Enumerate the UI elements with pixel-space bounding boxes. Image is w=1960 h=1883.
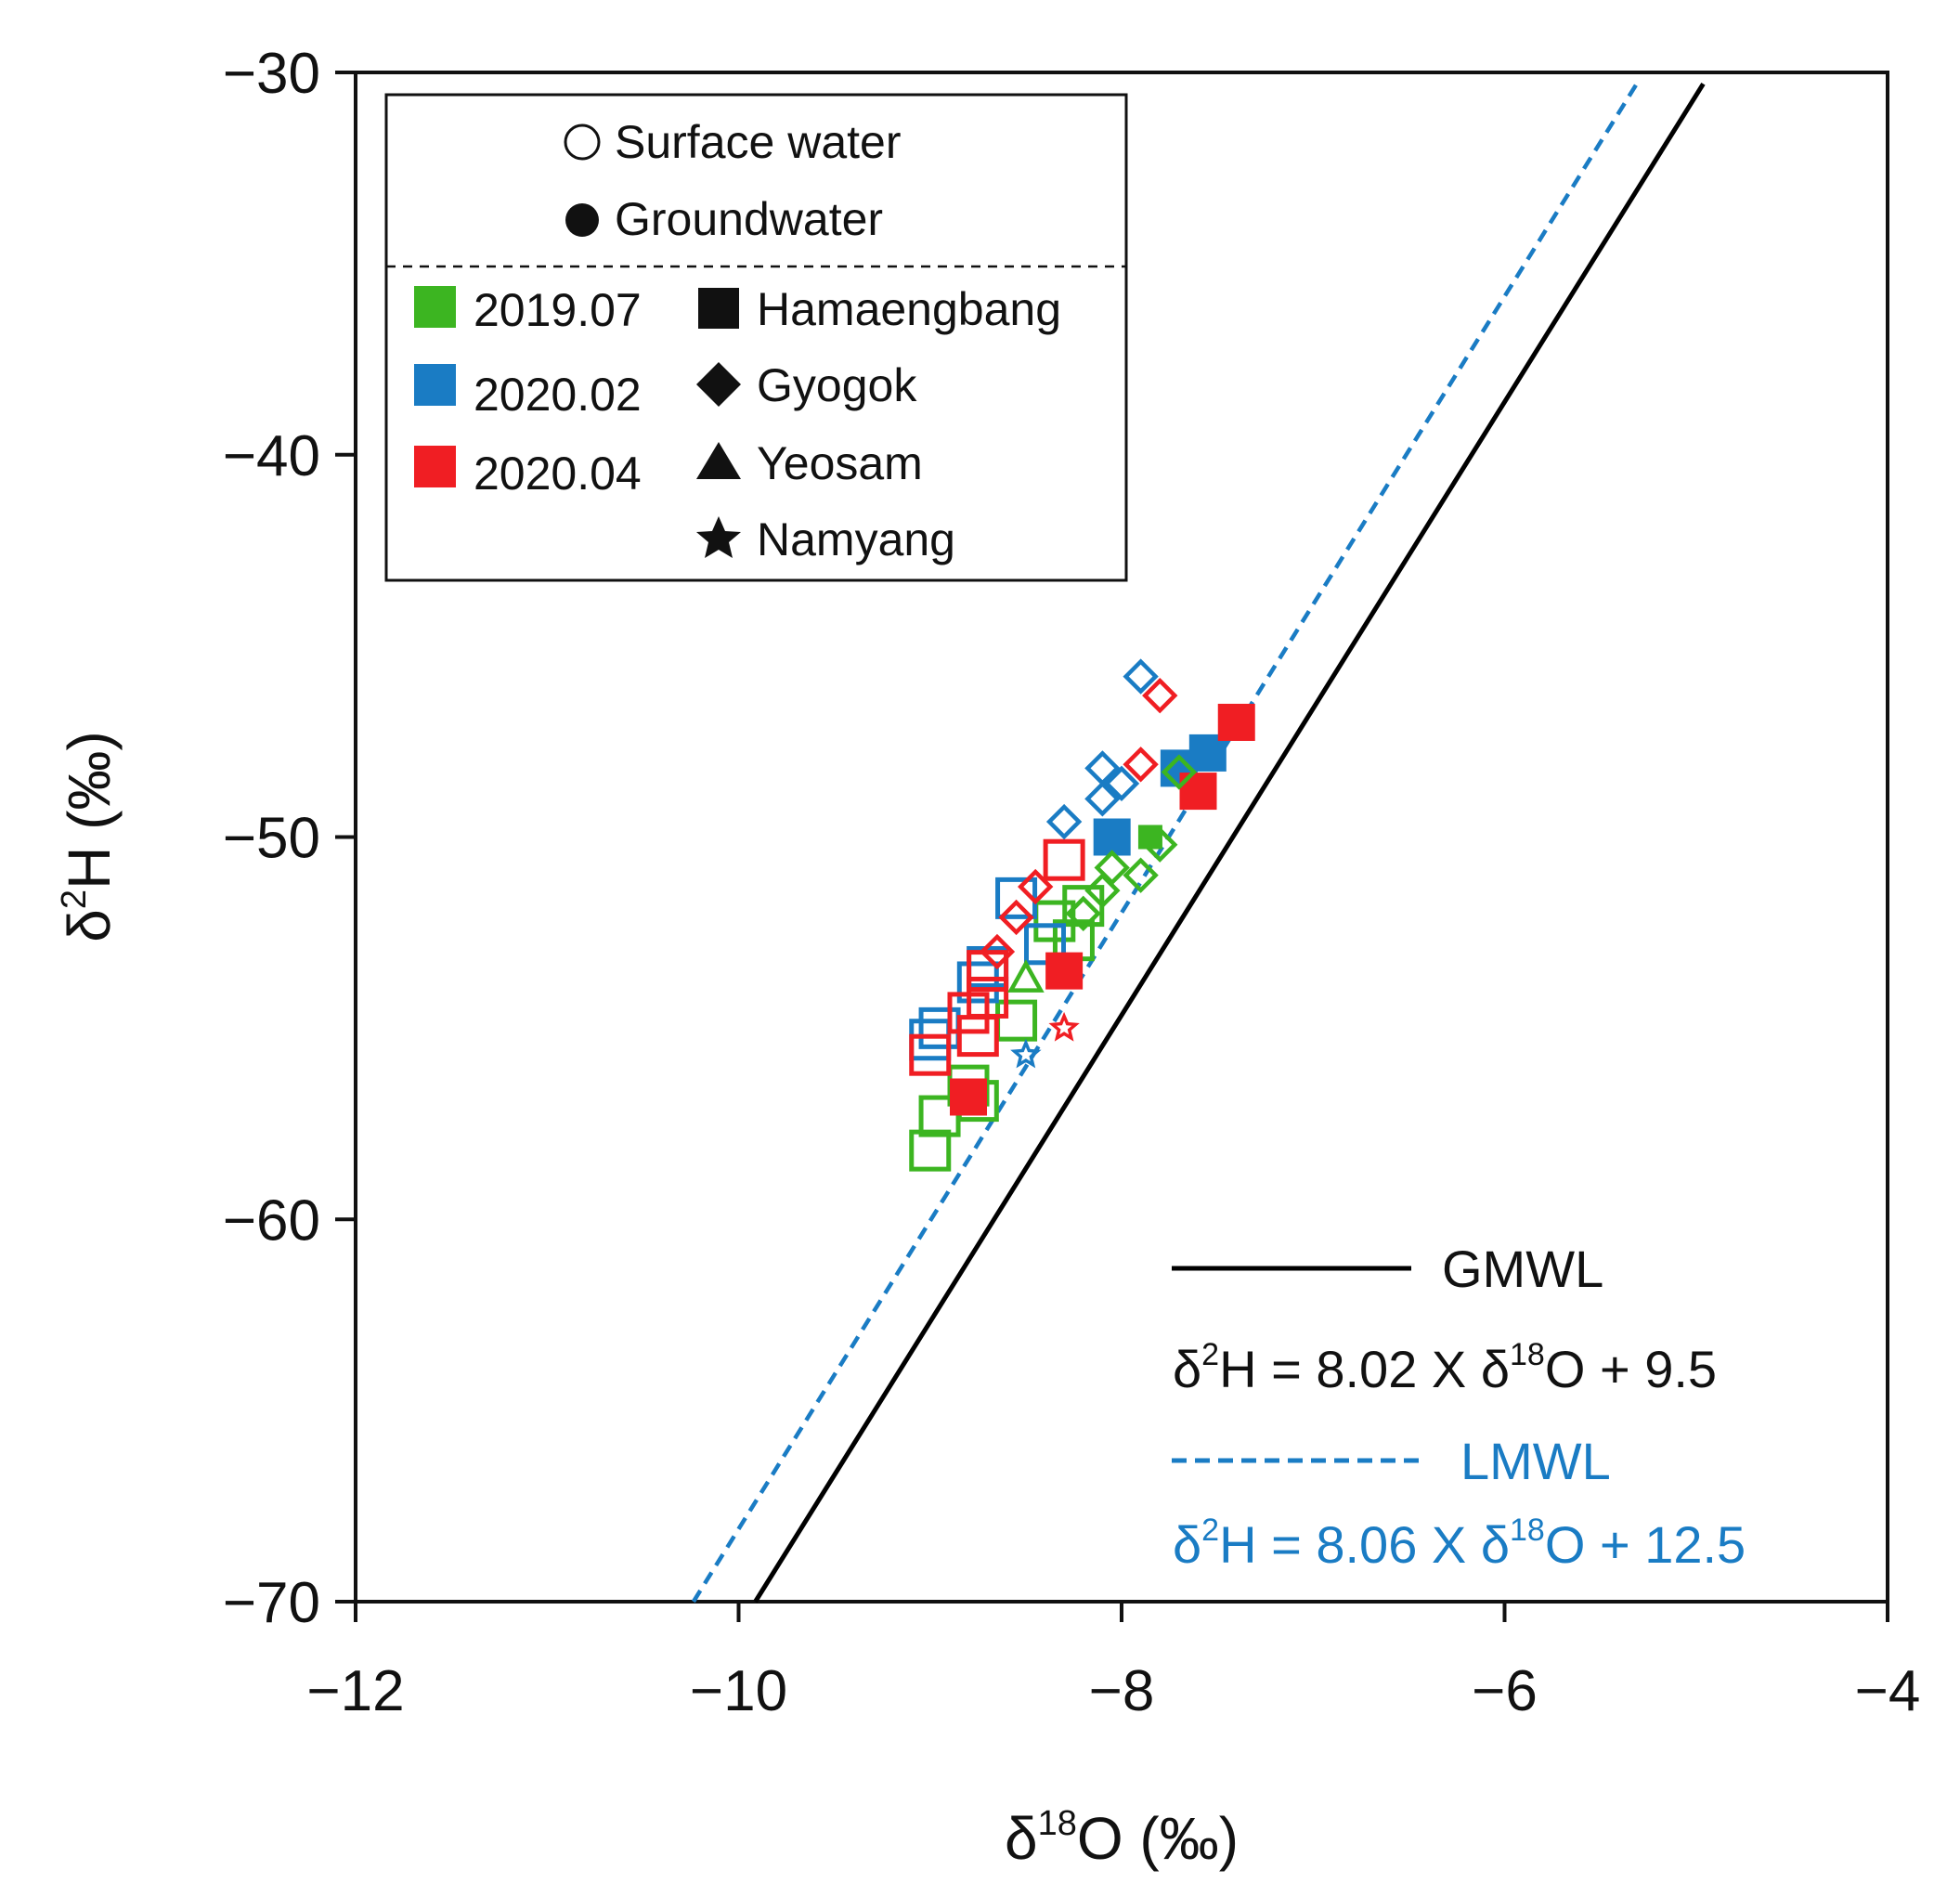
swatch-2020-04 [414, 446, 456, 487]
gmwl-line [753, 83, 1706, 1604]
square-marker [1043, 838, 1085, 881]
y-tick-label: −50 [223, 807, 320, 871]
legend-period-2020-02: 2020.02 [474, 369, 642, 421]
diamond-marker [1045, 803, 1083, 840]
square-marker [909, 1033, 952, 1076]
gmwl-equation: δ2H = 8.02 X δ18O + 9.5 [1173, 1337, 1717, 1398]
diamond-marker [1161, 754, 1198, 790]
square-icon [698, 288, 739, 329]
triangle-marker [1007, 959, 1045, 993]
legend-period-2019-07: 2019.07 [474, 284, 642, 336]
y-tick-label: −60 [223, 1188, 320, 1253]
legend-period-2020-04: 2020.04 [474, 448, 642, 500]
open-circle-icon [564, 123, 601, 161]
x-tick-label: −12 [306, 1659, 404, 1723]
square-marker [956, 1015, 999, 1058]
y-tick-label: −40 [223, 424, 320, 488]
diamond-marker [1084, 781, 1121, 817]
diamond-marker [1123, 857, 1159, 893]
x-tick-label: −10 [690, 1659, 787, 1723]
square-marker [918, 1006, 961, 1049]
square-marker [1024, 923, 1066, 966]
square-marker [909, 1129, 952, 1172]
data-points [909, 658, 1255, 1172]
legend-site-yeosam: Yeosam [757, 437, 923, 489]
legend: Surface water Groundwater 2019.07 2020.0… [384, 93, 1128, 582]
square-marker [909, 1019, 952, 1061]
square-marker [967, 950, 1009, 993]
square-marker [956, 961, 999, 1004]
swatch-2020-02 [414, 364, 456, 406]
diamond-marker [998, 899, 1034, 936]
x-axis-label: δ18O (‰) [1005, 1804, 1239, 1872]
lmwl-equation: δ2H = 8.06 X δ18O + 12.5 [1173, 1513, 1746, 1574]
legend-site-hamaengbang: Hamaengbang [757, 283, 1061, 335]
square-marker [1093, 818, 1131, 856]
diamond-marker [1103, 765, 1140, 802]
square-marker [995, 999, 1038, 1042]
gmwl-label: GMWL [1442, 1240, 1603, 1298]
diamond-marker [1142, 826, 1178, 863]
x-tick-label: −4 [1855, 1659, 1921, 1723]
line-legend: GMWL δ2H = 8.02 X δ18O + 9.5 LMWL δ2H = … [1172, 1240, 1746, 1574]
star-marker [1010, 1038, 1042, 1069]
legend-site-namyang: Namyang [757, 513, 955, 565]
diamond-marker [1084, 872, 1121, 909]
square-marker [950, 1078, 987, 1116]
triangle-icon [696, 442, 741, 479]
legend-groundwater: Groundwater [615, 193, 883, 245]
swatch-2019-07 [414, 286, 456, 328]
diamond-icon [696, 362, 741, 407]
diamond-marker [1123, 658, 1159, 695]
lmwl-label: LMWL [1460, 1432, 1611, 1490]
legend-surface-water: Surface water [615, 116, 901, 168]
square-marker [1062, 885, 1105, 928]
diamond-marker [979, 933, 1016, 970]
square-marker [967, 976, 1009, 1019]
legend-site-gyogok: Gyogok [757, 359, 917, 411]
y-axis-label: δ2H (‰) [55, 731, 123, 942]
x-tick-label: −6 [1472, 1659, 1538, 1723]
star-icon [696, 516, 741, 558]
diamond-marker [1065, 895, 1101, 932]
square-marker [1217, 703, 1255, 741]
star-marker [1048, 1011, 1080, 1042]
y-tick-label: −70 [223, 1571, 320, 1635]
x-tick-label: −8 [1089, 1659, 1155, 1723]
diamond-marker [1142, 677, 1178, 714]
water-lines [691, 83, 1706, 1604]
square-marker [1045, 952, 1084, 990]
legend-box [384, 93, 1128, 582]
y-tick-label: −30 [223, 42, 320, 106]
filled-circle-icon [565, 203, 599, 237]
diamond-marker [1123, 747, 1159, 783]
axis-ticks: −12 −10 −8 −6 −4 −30 −40 −50 −60 −70 [223, 42, 1921, 1723]
diamond-marker [1018, 868, 1054, 905]
